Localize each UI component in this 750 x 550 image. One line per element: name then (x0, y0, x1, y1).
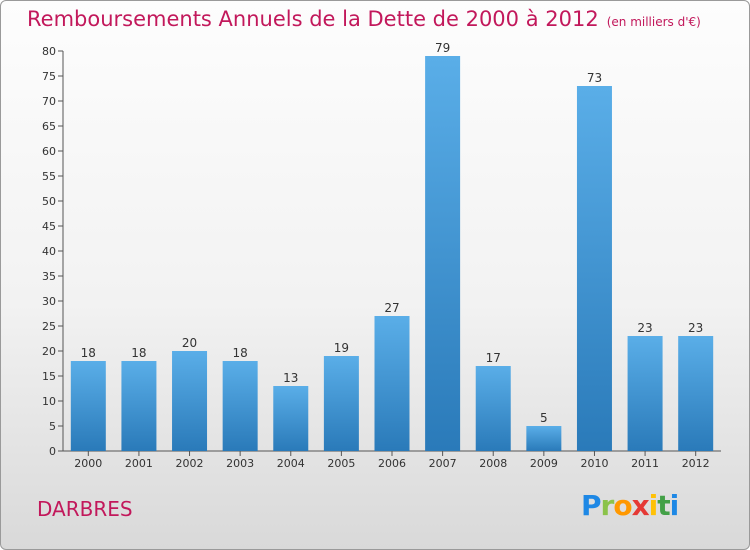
bar-value-label: 79 (435, 41, 450, 55)
x-tick-label: 2004 (277, 457, 305, 470)
y-tick-label: 70 (42, 95, 56, 108)
y-tick-label: 20 (42, 345, 56, 358)
bar-value-label: 73 (587, 71, 602, 85)
bar-value-label: 18 (233, 346, 248, 360)
x-tick-label: 2003 (226, 457, 254, 470)
x-tick-label: 2009 (530, 457, 558, 470)
bar-value-label: 23 (637, 321, 652, 335)
x-tick-label: 2011 (631, 457, 659, 470)
y-tick-label: 40 (42, 245, 56, 258)
bar (172, 351, 208, 451)
bar (222, 361, 258, 451)
chart-title-text: Remboursements Annuels de la Dette de 20… (27, 7, 599, 31)
bar (273, 386, 309, 451)
bar-value-label: 13 (283, 371, 298, 385)
bar (678, 336, 714, 451)
chart-unit: (en milliers d'€) (606, 15, 701, 29)
bar-value-label: 27 (384, 301, 399, 315)
x-tick-label: 2000 (74, 457, 102, 470)
bar (576, 86, 612, 451)
y-tick-label: 0 (49, 445, 56, 458)
x-tick-label: 2010 (580, 457, 608, 470)
chart-title: Remboursements Annuels de la Dette de 20… (27, 7, 701, 31)
x-tick-label: 2002 (176, 457, 204, 470)
bar-value-label: 5 (540, 411, 548, 425)
x-tick-label: 2001 (125, 457, 153, 470)
y-tick-label: 55 (42, 170, 56, 183)
y-tick-label: 75 (42, 70, 56, 83)
y-tick-label: 25 (42, 320, 56, 333)
bar-value-label: 17 (486, 351, 501, 365)
y-tick-label: 5 (49, 420, 56, 433)
y-tick-label: 65 (42, 120, 56, 133)
x-tick-label: 2007 (429, 457, 457, 470)
bar-value-label: 18 (81, 346, 96, 360)
bar (475, 366, 511, 451)
bar (121, 361, 157, 451)
x-tick-label: 2006 (378, 457, 406, 470)
bar-value-label: 18 (131, 346, 146, 360)
y-tick-label: 30 (42, 295, 56, 308)
proxiti-logo: Proxiti (581, 489, 679, 522)
bar (374, 316, 410, 451)
bar (323, 356, 359, 451)
x-tick-label: 2012 (682, 457, 710, 470)
y-tick-label: 50 (42, 195, 56, 208)
y-tick-label: 45 (42, 220, 56, 233)
bar (425, 56, 461, 451)
bar (70, 361, 106, 451)
y-tick-label: 10 (42, 395, 56, 408)
bar (526, 426, 562, 451)
bar (627, 336, 663, 451)
y-tick-label: 35 (42, 270, 56, 283)
bar-value-label: 19 (334, 341, 349, 355)
x-tick-label: 2008 (479, 457, 507, 470)
bar-value-label: 23 (688, 321, 703, 335)
town-name: DARBRES (37, 497, 133, 521)
x-tick-label: 2005 (327, 457, 355, 470)
y-tick-label: 15 (42, 370, 56, 383)
bar-value-label: 20 (182, 336, 197, 350)
y-tick-label: 80 (42, 45, 56, 58)
y-tick-label: 60 (42, 145, 56, 158)
